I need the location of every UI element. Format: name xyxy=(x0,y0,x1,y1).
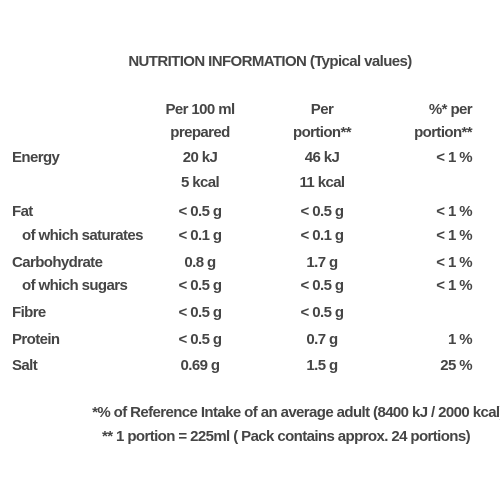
cell: < 0.5 g xyxy=(178,331,223,348)
row-label: Protein xyxy=(12,331,60,348)
row-label: Fibre xyxy=(12,304,46,321)
column-header: Per xyxy=(310,101,334,118)
cell: < 1 % xyxy=(436,277,472,294)
row-label: Fat xyxy=(12,203,33,220)
cell: 46 kJ xyxy=(304,149,340,166)
row-label: Salt xyxy=(12,357,38,374)
row-label: of which sugars xyxy=(22,277,128,294)
cell: < 1 % xyxy=(436,254,472,271)
column-header: %* per xyxy=(428,101,473,118)
cell: 20 kJ xyxy=(182,149,218,166)
cell: < 1 % xyxy=(436,149,472,166)
footnote: *% of Reference Intake of an average adu… xyxy=(92,404,500,421)
cell: 1.7 g xyxy=(306,254,338,271)
cell: 1 % xyxy=(447,331,473,348)
cell: < 0.5 g xyxy=(300,277,345,294)
cell: < 1 % xyxy=(436,227,472,244)
title: NUTRITION INFORMATION (Typical values) xyxy=(128,53,412,70)
footnote: ** 1 portion = 225ml ( Pack contains app… xyxy=(102,428,471,445)
cell: 0.8 g xyxy=(184,254,216,271)
cell: < 0.5 g xyxy=(300,304,345,321)
column-header: portion** xyxy=(293,124,352,141)
cell: 25 % xyxy=(440,357,472,374)
column-header: Per 100 ml xyxy=(165,101,235,118)
column-header: portion** xyxy=(414,124,473,141)
row-label: of which saturates xyxy=(22,227,144,244)
column-header: prepared xyxy=(170,124,230,141)
cell: < 1 % xyxy=(436,203,472,220)
cell: < 0.5 g xyxy=(178,203,223,220)
cell: < 0.5 g xyxy=(178,304,223,321)
cell: 5 kcal xyxy=(180,174,220,191)
row-label: Energy xyxy=(12,149,60,166)
cell: 11 kcal xyxy=(299,174,345,191)
cell: < 0.1 g xyxy=(178,227,223,244)
cell: < 0.5 g xyxy=(300,203,345,220)
cell: < 0.1 g xyxy=(300,227,345,244)
row-label: Carbohydrate xyxy=(12,254,103,271)
cell: < 0.5 g xyxy=(178,277,223,294)
cell: 0.7 g xyxy=(306,331,338,348)
cell: 0.69 g xyxy=(180,357,221,374)
cell: 1.5 g xyxy=(306,357,338,374)
